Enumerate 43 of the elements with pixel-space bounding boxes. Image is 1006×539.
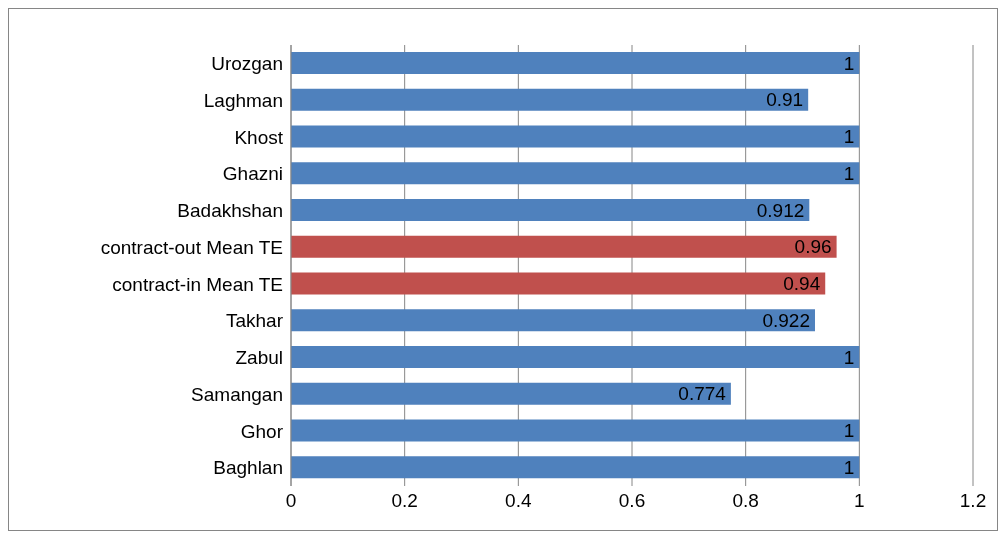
x-tick-label: 0.6 bbox=[618, 490, 646, 512]
data-label: 1 bbox=[843, 456, 855, 478]
data-label: 1 bbox=[843, 346, 855, 368]
y-tick-label: contract-in Mean TE bbox=[112, 273, 283, 295]
data-label: 0.96 bbox=[794, 236, 832, 258]
y-tick-label: Ghor bbox=[240, 420, 284, 442]
data-label: 0.922 bbox=[762, 309, 810, 331]
x-tick-label: 0 bbox=[285, 490, 297, 512]
x-tick-label: 1.2 bbox=[959, 490, 987, 512]
y-tick-label: Badakhshan bbox=[177, 200, 283, 222]
bar bbox=[291, 382, 731, 405]
bar bbox=[291, 309, 815, 332]
data-label: 0.94 bbox=[783, 273, 821, 295]
y-tick-label: Khost bbox=[234, 126, 284, 148]
bar bbox=[291, 456, 860, 479]
y-tick-label: Takhar bbox=[225, 310, 284, 332]
data-label: 1 bbox=[843, 420, 855, 442]
y-tick-label: Samangan bbox=[191, 383, 283, 405]
y-tick-label: Urozgan bbox=[211, 53, 283, 75]
y-tick-label: Ghazni bbox=[222, 163, 283, 185]
x-tick-label: 1 bbox=[854, 490, 865, 512]
data-label: 0.91 bbox=[766, 89, 804, 111]
data-label: 0.912 bbox=[756, 199, 805, 221]
y-tick-label: Baghlan bbox=[213, 457, 283, 479]
y-tick-label: Zabul bbox=[235, 347, 283, 369]
bar bbox=[291, 162, 860, 185]
data-label: 0.774 bbox=[678, 383, 727, 405]
x-tick-label: 0.4 bbox=[505, 490, 532, 512]
bar bbox=[291, 199, 810, 221]
bar bbox=[291, 235, 837, 258]
bar bbox=[291, 419, 860, 442]
data-label: 1 bbox=[843, 162, 855, 184]
data-label: 1 bbox=[843, 126, 855, 148]
bar bbox=[291, 52, 860, 74]
bar bbox=[291, 125, 860, 148]
x-tick-label: 0.8 bbox=[732, 490, 759, 512]
bar bbox=[291, 272, 826, 295]
y-tick-label: contract-out Mean TE bbox=[100, 236, 283, 258]
data-label: 1 bbox=[843, 52, 855, 74]
bar bbox=[291, 346, 860, 368]
x-tick-label: 0.2 bbox=[391, 490, 418, 512]
bar bbox=[291, 88, 809, 111]
y-tick-label: Laghman bbox=[203, 89, 283, 111]
